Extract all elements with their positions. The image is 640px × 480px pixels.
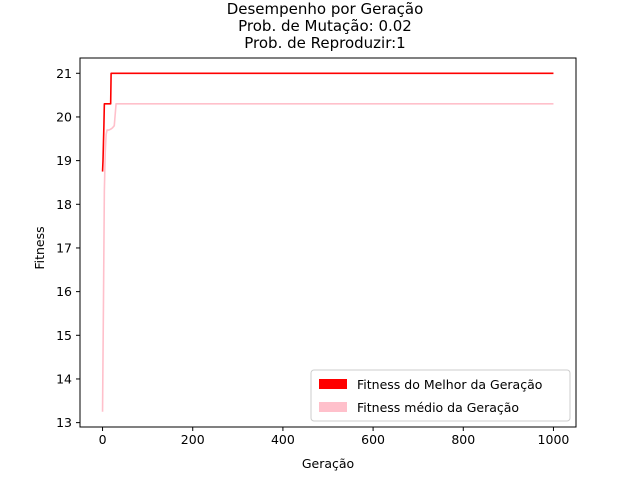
x-tick-label: 600 [361, 432, 385, 447]
y-axis-label: Fitness [32, 226, 47, 269]
y-tick-label: 17 [56, 240, 72, 255]
y-tick-label: 21 [56, 66, 72, 81]
legend-label: Fitness do Melhor da Geração [357, 377, 542, 392]
y-tick-label: 18 [56, 197, 72, 212]
plot-area [101, 72, 554, 412]
x-tick-label: 200 [181, 432, 205, 447]
x-tick-label: 1000 [538, 432, 570, 447]
series-line-best-fitness [101, 72, 554, 172]
chart-title-line-3: Prob. de Reproduzir:1 [244, 34, 405, 52]
x-tick-label: 400 [271, 432, 295, 447]
chart-title-line-1: Desempenho por Geração [227, 0, 424, 18]
legend-label: Fitness médio da Geração [357, 400, 519, 415]
legend-swatch [319, 402, 347, 412]
chart-title-group: Desempenho por Geração Prob. de Mutação:… [227, 0, 424, 52]
y-tick-label: 19 [56, 153, 72, 168]
x-tick-label: 800 [451, 432, 475, 447]
x-axis-label: Geração [302, 456, 354, 471]
y-tick-label: 15 [56, 328, 72, 343]
y-tick-label: 14 [56, 371, 72, 386]
series-line-mean-fitness [101, 103, 554, 412]
x-tick-label: 0 [99, 432, 107, 447]
legend-swatch [319, 379, 347, 389]
legend-box [310, 369, 571, 422]
axes-frame [79, 57, 577, 428]
axes-group: 0 200 400 600 800 1000 13 14 15 16 17 18 19 20 21 [56, 57, 577, 447]
y-tick-label: 16 [56, 284, 72, 299]
legend: Fitness do Melhor da Geração Fitness médi… [310, 369, 571, 422]
y-tick-label: 20 [56, 109, 72, 124]
y-tick-label: 13 [56, 415, 72, 430]
chart-title-line-2: Prob. de Mutação: 0.02 [238, 17, 412, 35]
